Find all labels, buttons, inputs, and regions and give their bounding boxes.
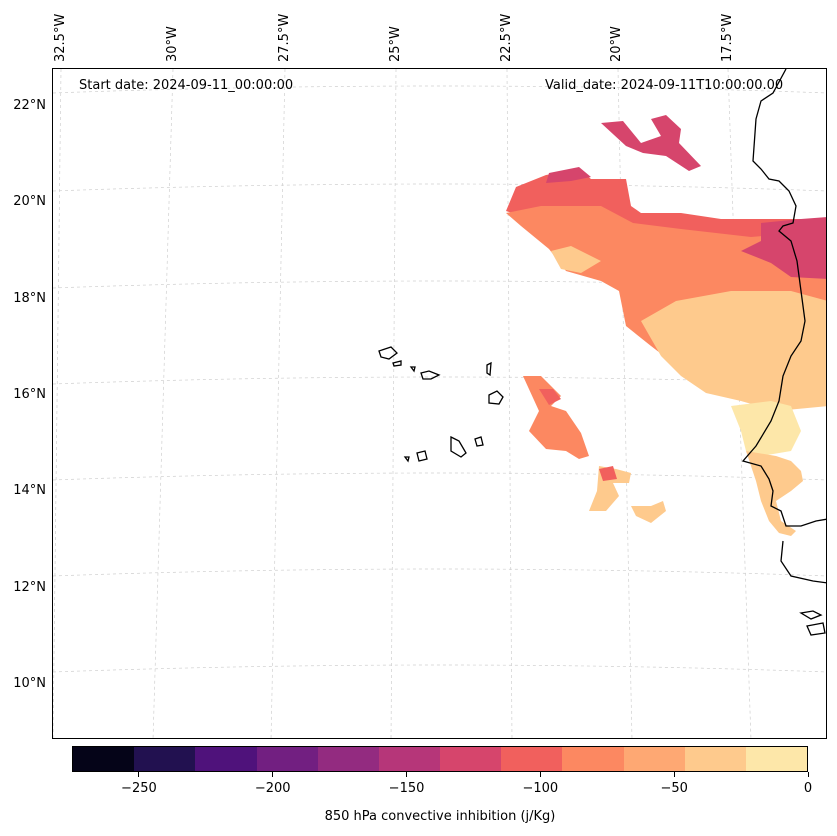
colorbar-tick [673, 772, 675, 777]
colorbar-segment-0 [73, 747, 135, 771]
island-fogo [416, 450, 428, 462]
contour-band5-small [551, 246, 601, 273]
graticule [53, 69, 826, 738]
island-santo-antao [378, 346, 398, 360]
lon-label-20w: 20°W [609, 26, 624, 62]
africa-coast [741, 69, 826, 527]
island-sal [486, 361, 492, 377]
contour-band3-central [539, 389, 561, 405]
colorbar-title: 850 hPa convective inhibition (j/Kg) [324, 809, 556, 824]
start-date-label: Start date: 2024-09-11_00:00:00 [79, 78, 294, 93]
colorbar-segment-2 [195, 747, 257, 771]
contour-band2-top [601, 115, 701, 171]
lat-label-10n: 10°N [13, 676, 46, 691]
coastlines [378, 69, 826, 636]
lon-label-17-5w: 17.5°W [720, 13, 735, 62]
lat-label-20n: 20°N [13, 194, 46, 209]
colorbar-segment-10 [684, 747, 746, 771]
lon-label-27-5w: 27.5°W [277, 13, 292, 62]
colorbar-tick [138, 772, 140, 777]
lat-label-18n: 18°N [13, 291, 46, 306]
colorbar-tick-label: −50 [660, 781, 688, 796]
colorbar-tick-label: −250 [121, 781, 157, 796]
colorbar-segment-11 [745, 747, 808, 771]
colorbar [72, 746, 808, 772]
island-brava [403, 456, 410, 463]
colorbar-tick [406, 772, 408, 777]
lon-label-30w: 30°W [165, 26, 180, 62]
lat-label-12n: 12°N [13, 580, 46, 595]
island-sao-nicolau [420, 370, 441, 380]
colorbar-segment-7 [501, 747, 563, 771]
colorbar-tick-label: −200 [254, 781, 291, 796]
colorbar-segment-3 [256, 747, 318, 771]
island-maio [474, 436, 484, 447]
africa-coast-south [780, 540, 826, 584]
colorbar-tick-label: 0 [803, 781, 813, 796]
bijagos [799, 610, 826, 636]
colorbar-segment-6 [440, 747, 502, 771]
lon-label-32-5w: 32.5°W [53, 13, 68, 62]
colorbar-tick [539, 772, 541, 777]
colorbar-tick [272, 772, 274, 777]
contour-band5-coast-south [746, 451, 803, 536]
island-santa-luzia [409, 366, 416, 373]
contour-band2-east [741, 217, 826, 279]
colorbar-segment-5 [378, 747, 441, 771]
colorbar-segment-1 [134, 747, 196, 771]
colorbar-tick-label: −150 [388, 781, 425, 796]
valid-date-label: Valid_date: 2024-09-11T10:00:00.00 [545, 78, 784, 93]
island-sao-vicente [392, 360, 402, 367]
map-canvas [53, 69, 826, 738]
colorbar-segment-9 [623, 747, 685, 771]
contour-band5-south [589, 466, 631, 511]
lon-label-25w: 25°W [388, 26, 403, 62]
colorbar-segment-8 [562, 747, 624, 771]
contour-band5-south2 [631, 501, 666, 523]
lon-label-22-5w: 22.5°W [499, 13, 514, 62]
colorbar-segment-4 [317, 747, 379, 771]
contour-band3-south [599, 466, 617, 481]
map-frame [52, 68, 827, 739]
island-santiago [450, 435, 467, 458]
lat-label-14n: 14°N [13, 483, 46, 498]
lat-label-16n: 16°N [13, 387, 46, 402]
cin-contours [506, 115, 826, 536]
lat-label-22n: 22°N [13, 98, 46, 113]
contour-band5-main [641, 291, 826, 411]
contour-band4-central [523, 376, 589, 459]
island-boa-vista [488, 390, 504, 405]
colorbar-tick-label: −100 [522, 781, 559, 796]
contour-band2-strip [546, 167, 591, 183]
colorbar-tick [807, 772, 809, 777]
